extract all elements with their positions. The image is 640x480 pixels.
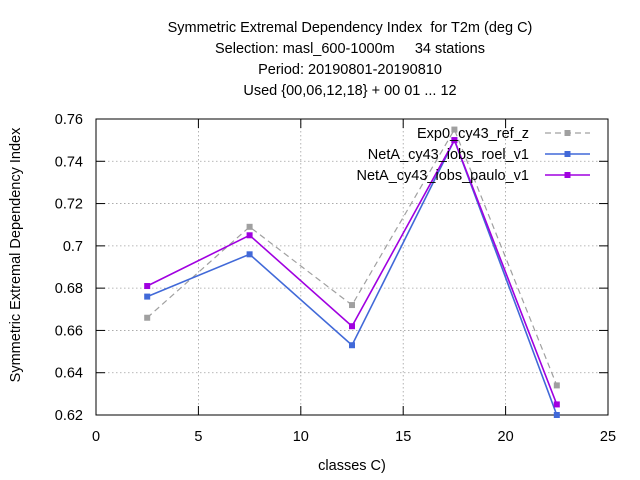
y-tick-label: 0.76: [55, 112, 83, 128]
data-point: [349, 342, 355, 349]
chart-title: Symmetric Extremal Dependency Index for …: [167, 20, 533, 36]
data-point: [144, 283, 151, 290]
chart-subtitle-selection: Selection: masl_600-1000m 34 stations: [214, 41, 485, 57]
y-tick-label: 0.66: [55, 323, 83, 339]
x-tick-label: 5: [194, 429, 202, 445]
axis-ticks: 0 5 10 15 20 25 0.62 0.64 0.66 0.68 0.7 0.72 0.74 0.7…: [55, 112, 616, 445]
data-point: [144, 314, 151, 321]
data-point: [553, 401, 560, 408]
y-axis-label: Symmetric Extremal Dependency Index: [8, 127, 24, 382]
legend-label: NetA_cy43_iobs_paulo_v1: [356, 168, 529, 184]
x-tick-label: 25: [600, 429, 616, 445]
data-point: [349, 323, 355, 330]
x-tick-label: 15: [395, 429, 411, 445]
legend-swatch-marker: [564, 130, 571, 136]
x-tick-label: 0: [92, 429, 100, 445]
data-point: [246, 251, 253, 258]
series-0: [144, 126, 560, 389]
chart-title-block: Symmetric Extremal Dependency Index for …: [0, 18, 640, 102]
data-point: [349, 302, 355, 309]
data-point: [246, 223, 253, 230]
data-point: [451, 137, 458, 144]
legend: Exp0_cy43_ref_z NetA_cy43_iobs_roel_v1 Net…: [356, 126, 590, 184]
legend-swatch-marker: [564, 151, 571, 157]
grid: [96, 119, 608, 415]
data-point: [553, 412, 560, 418]
chart-subtitle-period: Period: 20190801-20190810: [258, 62, 442, 78]
series-layer: [144, 126, 560, 418]
series-2: [144, 137, 560, 408]
data-point: [246, 232, 253, 239]
plot-frame: [95, 118, 609, 416]
y-tick-label: 0.68: [55, 281, 83, 297]
data-point: [144, 293, 151, 300]
x-tick-label: 20: [498, 429, 514, 445]
x-axis-label: classes C): [318, 458, 386, 474]
legend-swatch-marker: [564, 172, 571, 178]
data-point: [553, 382, 560, 389]
legend-label: Exp0_cy43_ref_z: [417, 126, 529, 142]
y-tick-label: 0.7: [63, 239, 83, 255]
y-tick-label: 0.74: [55, 154, 83, 170]
chart-subtitle-used: Used {00,06,12,18} + 00 01 ... 12: [243, 83, 457, 99]
x-tick-label: 10: [293, 429, 309, 445]
legend-label: NetA_cy43_iobs_roel_v1: [368, 147, 529, 163]
y-tick-label: 0.64: [55, 366, 83, 382]
y-tick-label: 0.72: [55, 197, 83, 213]
y-tick-label: 0.62: [55, 408, 83, 424]
data-point: [451, 126, 458, 133]
